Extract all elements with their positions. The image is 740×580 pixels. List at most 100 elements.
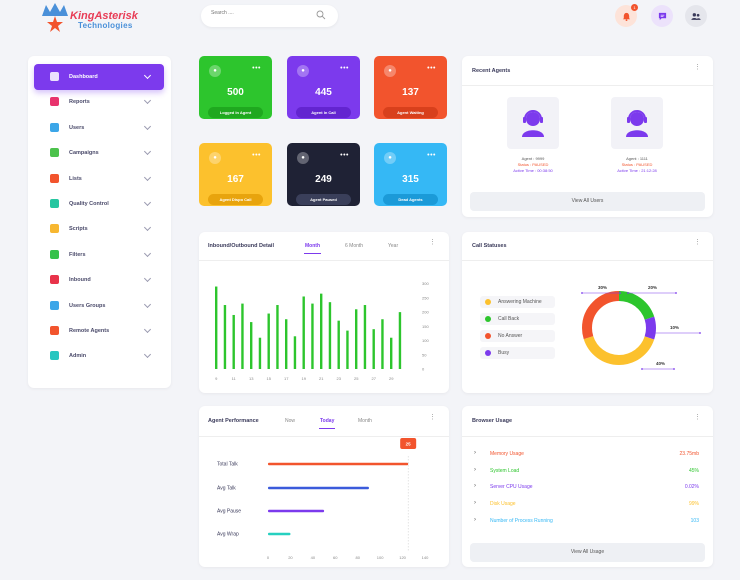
bar[interactable] [267,313,270,369]
bar[interactable] [355,309,358,369]
search-box[interactable] [201,5,338,27]
chevron-down-icon[interactable] [143,71,152,80]
perf-bar[interactable] [268,462,409,466]
chevron-down-icon[interactable] [143,249,152,257]
usage-value: 0.02% [684,484,699,491]
bar[interactable] [285,319,288,369]
usage-row[interactable]: › Number of Process Running 103 [474,514,699,528]
sidebar-item-users[interactable]: Users [34,115,164,141]
tab-today[interactable]: Today [318,418,336,429]
sidebar-item-campaigns[interactable]: Campaigns [34,140,164,166]
tab-now[interactable]: Now [285,418,296,424]
chevron-down-icon[interactable] [143,122,152,130]
chevron-down-icon[interactable] [143,148,152,156]
usage-row[interactable]: › System Load 45% [474,464,699,478]
chevron-down-icon[interactable] [143,351,152,359]
sidebar-item-admin[interactable]: Admin [34,343,164,369]
stat-tile[interactable]: ● ••• 137 Agent Waiting [374,56,447,119]
more-options-icon[interactable]: ⋮ [429,239,436,246]
agent-avatar[interactable] [507,97,559,149]
bar[interactable] [390,337,393,369]
bar[interactable] [346,330,349,369]
usage-row[interactable]: › Server CPU Usage 0.02% [474,480,699,494]
bar[interactable] [328,302,332,369]
more-options-icon[interactable]: ••• [340,152,349,159]
bar[interactable] [398,312,402,369]
bar[interactable] [320,293,323,369]
sidebar-item-scripts[interactable]: Scripts [34,216,164,242]
stat-tile[interactable]: ● ••• 249 Agent Paused [287,143,360,206]
view-all-usage-button[interactable]: View All Usage [470,543,705,562]
donut-slice[interactable] [582,291,656,365]
search-icon[interactable] [316,10,326,20]
more-options-icon[interactable]: ⋮ [429,414,436,421]
perf-bar[interactable] [268,486,369,490]
sidebar-item-quality-control[interactable]: Quality Control [34,191,164,217]
perf-bar[interactable] [268,532,291,536]
more-options-icon[interactable]: ••• [340,65,349,72]
bar[interactable] [223,305,227,369]
agent-avatar[interactable] [611,97,663,149]
sidebar-item-filters[interactable]: Filters [34,242,164,268]
chevron-down-icon[interactable] [143,198,152,207]
profile-button[interactable] [685,5,707,27]
usage-row[interactable]: › Memory Usage 23.75mb [474,447,699,461]
stat-tile[interactable]: ● ••• 445 Agent In Call [287,56,360,119]
chevron-down-icon[interactable] [143,173,152,181]
stat-label-button[interactable]: Dead Agents [383,194,438,205]
stat-label-button[interactable]: Logged In Agent [208,107,263,118]
bar[interactable] [381,319,384,369]
chevron-down-icon[interactable] [143,97,152,105]
tab-year[interactable]: Year [388,243,399,249]
chevron-down-icon[interactable] [143,325,152,334]
chevron-down-icon[interactable] [143,224,152,232]
sidebar-item-lists[interactable]: Lists [34,166,164,192]
bar[interactable] [276,305,279,369]
bar[interactable] [241,303,244,369]
sidebar-item-remote-agents[interactable]: Remote Agents [34,318,164,344]
leader-dot [651,332,653,334]
bar[interactable] [232,314,235,369]
logo[interactable]: KingAsterisk Technologies [38,2,138,34]
messages-button[interactable] [651,5,673,27]
usage-row[interactable]: › Disk Usage 99% [474,497,699,511]
chevron-down-icon[interactable] [143,275,152,283]
bar[interactable] [372,329,375,369]
perf-bar[interactable] [268,509,325,513]
bar[interactable] [363,305,367,369]
more-options-icon[interactable]: ••• [252,65,261,72]
notification-button[interactable]: 1 [615,4,638,27]
chevron-down-icon[interactable] [143,300,152,308]
bar[interactable] [311,303,314,369]
sidebar-item-reports[interactable]: Reports [34,89,164,115]
view-all-users-button[interactable]: View All Users [470,192,705,211]
more-options-icon[interactable]: ••• [427,152,436,159]
stat-tile[interactable]: ● ••• 315 Dead Agents [374,143,447,206]
bar[interactable] [258,337,262,369]
bar[interactable] [250,322,253,369]
stat-label-button[interactable]: Agent Paused [296,194,351,205]
sidebar-item-users-groups[interactable]: Users Groups [34,293,164,319]
more-options-icon[interactable]: ⋮ [694,414,701,421]
more-options-icon[interactable]: ••• [252,152,261,159]
donut-slice[interactable] [582,291,656,365]
stat-label-button[interactable]: Agent Waiting [383,107,438,118]
bar[interactable] [215,286,218,369]
stat-tile[interactable]: ● ••• 500 Logged In Agent [199,56,272,119]
tab-month[interactable]: Month [358,418,372,424]
more-options-icon[interactable]: ⋮ [694,64,701,71]
bar[interactable] [302,296,305,369]
more-options-icon[interactable]: ⋮ [694,239,701,246]
bar[interactable] [337,320,340,369]
stat-label-button[interactable]: Agent In Call [296,107,351,118]
bar[interactable] [293,336,297,369]
sidebar-item-dashboard[interactable]: Dashboard [34,64,164,90]
tab-month[interactable]: Month [304,243,321,254]
stat-tile[interactable]: ● ••• 167 Agent Dispo Call [199,143,272,206]
search-input[interactable] [211,10,311,16]
donut-slice[interactable] [582,291,656,365]
sidebar-item-inbound[interactable]: Inbound [34,267,164,293]
stat-label-button[interactable]: Agent Dispo Call [208,194,263,205]
more-options-icon[interactable]: ••• [427,65,436,72]
tab-6-month[interactable]: 6 Month [345,243,364,249]
